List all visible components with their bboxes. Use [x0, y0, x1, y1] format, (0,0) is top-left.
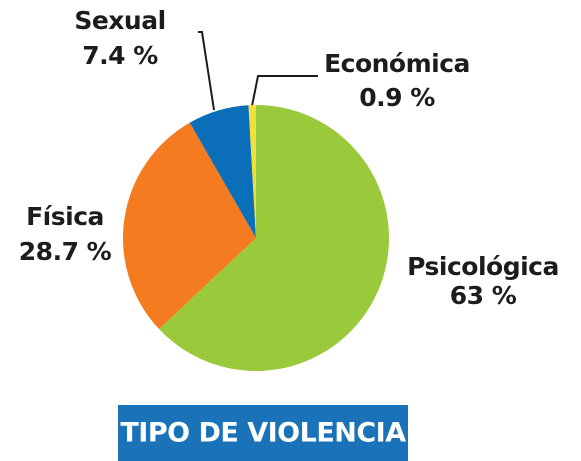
leader-line — [251, 75, 318, 107]
slice-label: Física — [26, 202, 104, 231]
slice-label: Económica — [324, 49, 470, 78]
value-label: 28.7 % — [19, 237, 112, 266]
pie-slice — [189, 105, 256, 239]
pie-slice — [248, 105, 256, 238]
pie-slice — [159, 105, 389, 371]
value-label: 0.9 % — [359, 83, 435, 112]
leader-line — [198, 31, 215, 111]
slice-label: Sexual — [74, 6, 165, 35]
title-box — [118, 405, 408, 461]
chart-title: TIPO DE VIOLENCIA — [120, 418, 406, 449]
value-label: 63 % — [450, 281, 517, 310]
pie-slice — [122, 122, 256, 330]
value-label: 7.4 % — [82, 41, 158, 70]
slice-label: Psicológica — [407, 252, 559, 281]
